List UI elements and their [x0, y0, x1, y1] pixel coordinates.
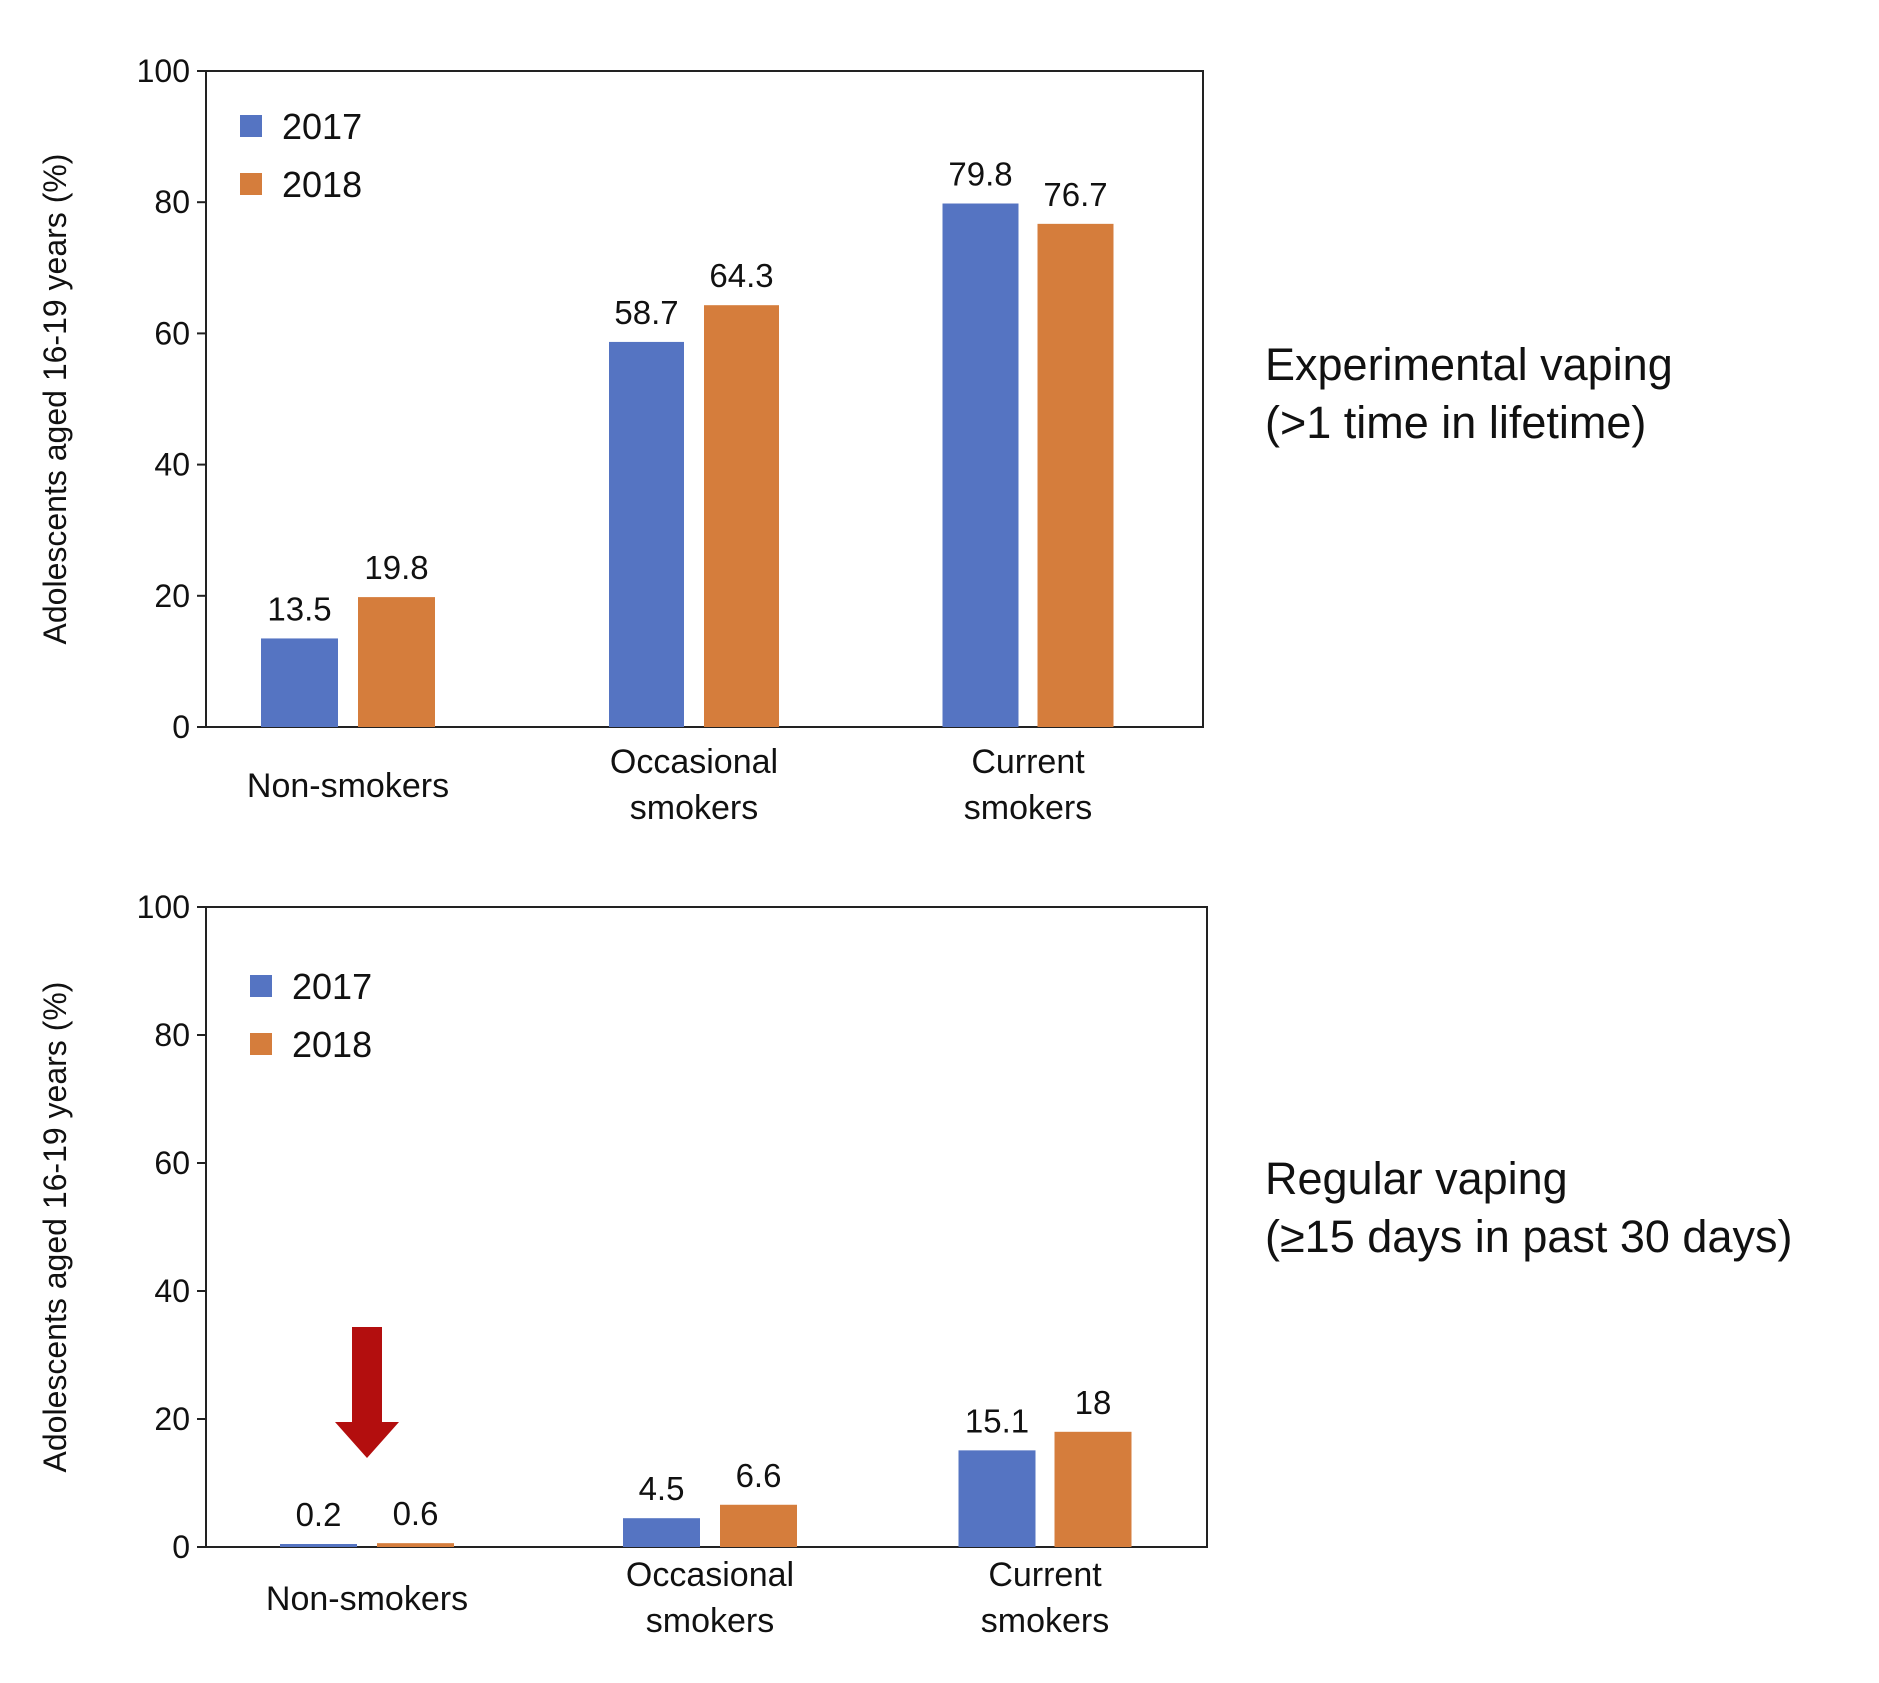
legend-swatch-2017 — [250, 975, 272, 997]
bar-2017-0 — [280, 1544, 357, 1547]
category-label: Non-smokers — [266, 1580, 468, 1618]
data-label-2018-2: 76.7 — [1043, 176, 1107, 213]
data-label-2018-0: 0.6 — [393, 1495, 439, 1532]
y-tick-label: 60 — [154, 315, 190, 351]
category-label: Current — [971, 743, 1085, 781]
y-tick-label: 0 — [172, 1529, 190, 1565]
bar-2017-1 — [609, 341, 684, 727]
legend-label-2018: 2018 — [292, 1024, 372, 1065]
bar-2018-1 — [704, 305, 779, 727]
down-arrow-icon — [335, 1327, 399, 1458]
bar-2017-2 — [958, 1450, 1036, 1547]
legend-swatch-2017 — [240, 115, 262, 137]
bar-chart-2: 0 20 40 60 80 100 Adolescents aged 16-19 years… — [37, 889, 1208, 1640]
legend-label-2017: 2017 — [282, 106, 362, 147]
panel-1-annotation-line-1: Experimental vaping — [1265, 339, 1673, 390]
legend-swatch-2018 — [250, 1033, 272, 1055]
data-label-2017-0: 0.2 — [296, 1496, 342, 1533]
bar-2017-1 — [623, 1518, 700, 1547]
bar-2018-2 — [1054, 1431, 1132, 1547]
y-tick-label: 60 — [154, 1145, 190, 1181]
bar-chart-1: 0 20 40 60 80 100 Adolescents aged 16-19 years… — [37, 53, 1204, 827]
data-label-2017-1: 4.5 — [639, 1470, 685, 1507]
y-tick-label: 80 — [154, 184, 190, 220]
legend-label-2018: 2018 — [282, 164, 362, 205]
data-label-2017-0: 13.5 — [267, 590, 331, 627]
y-tick-label: 80 — [154, 1017, 190, 1053]
bar-2018-0 — [358, 597, 435, 727]
y-tick-label: 20 — [154, 578, 190, 614]
data-label-2017-2: 15.1 — [965, 1402, 1029, 1439]
category-label: Occasional — [610, 743, 778, 781]
data-label-2018-0: 19.8 — [364, 549, 428, 586]
bar-2018-0 — [377, 1543, 454, 1547]
legend-swatch-2018 — [240, 173, 262, 195]
category-label: smokers — [646, 1602, 774, 1640]
bar-2017-0 — [261, 638, 338, 727]
y-tick-label: 20 — [154, 1401, 190, 1437]
panel-1-annotation-line-2: (>1 time in lifetime) — [1265, 397, 1647, 448]
plot-frame — [205, 906, 1208, 1548]
panel-2-annotation: Regular vaping (≥15 days in past 30 days… — [1265, 1150, 1792, 1266]
panel-2-annotation-line-2: (≥15 days in past 30 days) — [1265, 1211, 1793, 1262]
category-label: smokers — [964, 789, 1092, 827]
category-label: Current — [988, 1556, 1102, 1594]
y-axis-label: Adolescents aged 16-19 years (%) — [37, 154, 73, 645]
bar-2017-2 — [942, 203, 1019, 728]
y-tick-label: 40 — [154, 1273, 190, 1309]
data-label-2018-1: 64.3 — [709, 257, 773, 294]
category-label: smokers — [981, 1602, 1109, 1640]
y-tick-label: 40 — [154, 447, 190, 483]
y-axis-label: Adolescents aged 16-19 years (%) — [37, 982, 73, 1473]
data-label-2018-1: 6.6 — [736, 1457, 782, 1494]
data-label-2017-2: 79.8 — [948, 156, 1012, 193]
data-label-2017-1: 58.7 — [614, 294, 678, 331]
y-tick-label: 100 — [137, 53, 190, 89]
data-label-2018-2: 18 — [1075, 1384, 1112, 1421]
panel-1-annotation: Experimental vaping (>1 time in lifetime… — [1265, 336, 1673, 452]
bar-2018-2 — [1037, 223, 1114, 727]
category-label: Non-smokers — [247, 767, 449, 805]
category-label: smokers — [630, 789, 758, 827]
y-tick-label: 100 — [137, 889, 190, 925]
bar-2018-1 — [720, 1504, 797, 1547]
y-tick-label: 0 — [172, 709, 190, 745]
panel-2-annotation-line-1: Regular vaping — [1265, 1153, 1568, 1204]
legend-label-2017: 2017 — [292, 966, 372, 1007]
category-label: Occasional — [626, 1556, 794, 1594]
